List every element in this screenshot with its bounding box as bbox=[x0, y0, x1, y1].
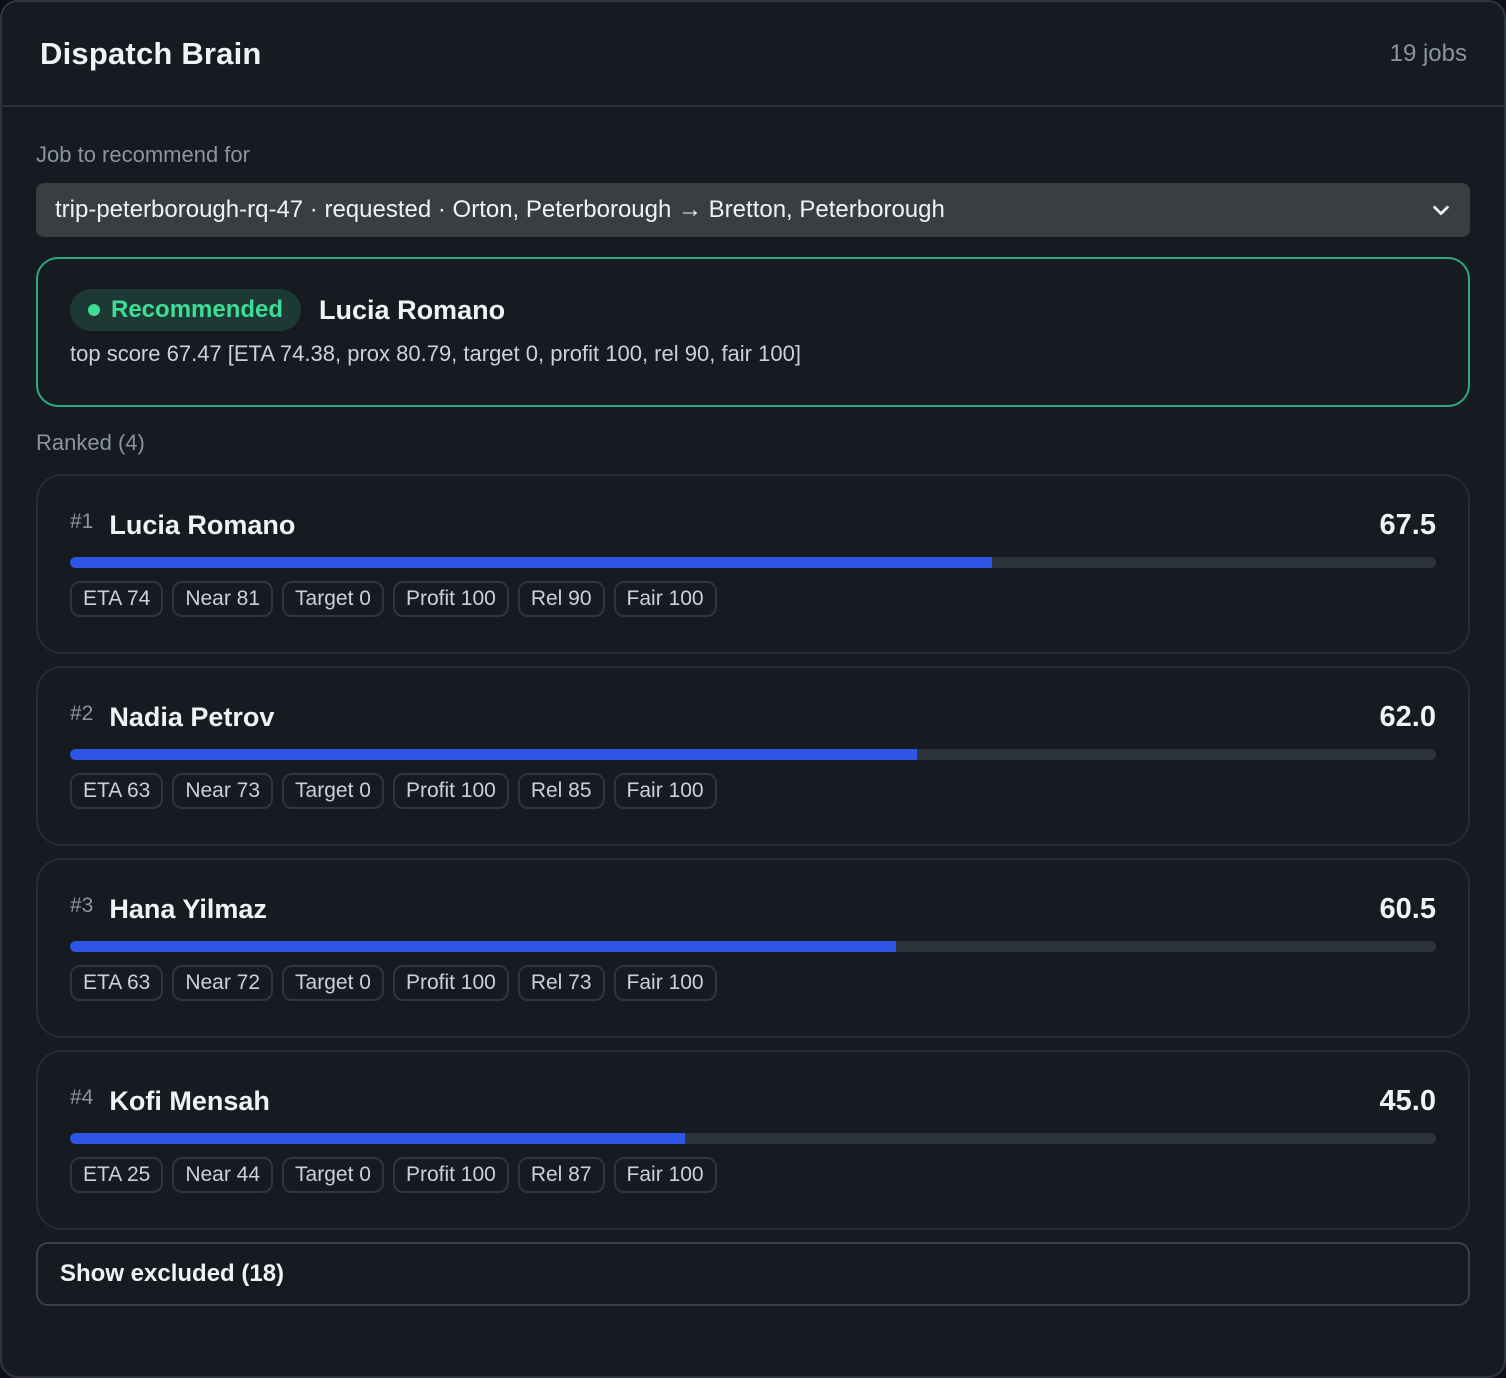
driver-name: Nadia Petrov bbox=[109, 701, 275, 732]
panel-title: Dispatch Brain bbox=[40, 35, 262, 71]
chip-target: Target 0 bbox=[282, 773, 384, 809]
recommended-badge: Recommended bbox=[70, 289, 302, 331]
driver-score: 62.0 bbox=[1379, 700, 1436, 733]
recommended-badge-label: Recommended bbox=[111, 296, 284, 323]
panel-header: Dispatch Brain 19 jobs bbox=[2, 2, 1504, 107]
rank-number: #1 bbox=[70, 510, 94, 533]
chip-eta: ETA 25 bbox=[70, 1157, 164, 1193]
job-count: 19 jobs bbox=[1389, 39, 1467, 67]
chip-near: Near 73 bbox=[172, 773, 274, 809]
chip-profit: Profit 100 bbox=[392, 965, 509, 1001]
chip-profit: Profit 100 bbox=[392, 581, 509, 617]
score-bar-fill bbox=[70, 557, 993, 568]
chip-near: Near 44 bbox=[172, 1157, 274, 1193]
score-bar bbox=[70, 1133, 1436, 1144]
chip-profit: Profit 100 bbox=[392, 1157, 509, 1193]
rank-number: #2 bbox=[70, 702, 94, 725]
score-bar-fill bbox=[70, 749, 917, 760]
chip-target: Target 0 bbox=[282, 965, 384, 1001]
score-bar-fill bbox=[70, 1133, 685, 1144]
chip-eta: ETA 63 bbox=[70, 965, 164, 1001]
driver-score: 67.5 bbox=[1379, 508, 1436, 541]
driver-name: Lucia Romano bbox=[109, 509, 296, 540]
panel-body: Job to recommend for trip-peterborough-r… bbox=[2, 141, 1504, 1306]
ranked-list: #1 Lucia Romano 67.5 ETA 74 Near 81 Targ… bbox=[36, 474, 1470, 1230]
chip-fair: Fair 100 bbox=[613, 581, 717, 617]
score-bar bbox=[70, 749, 1436, 760]
ranked-item[interactable]: #2 Nadia Petrov 62.0 ETA 63 Near 73 Targ… bbox=[36, 666, 1470, 846]
chip-fair: Fair 100 bbox=[613, 965, 717, 1001]
rank-number: #3 bbox=[70, 894, 94, 917]
ranked-item[interactable]: #3 Hana Yilmaz 60.5 ETA 63 Near 72 Targe… bbox=[36, 858, 1470, 1038]
driver-score: 45.0 bbox=[1379, 1084, 1436, 1117]
chip-near: Near 72 bbox=[172, 965, 274, 1001]
recommendation-card: Recommended Lucia Romano top score 67.47… bbox=[36, 257, 1470, 407]
chip-rel: Rel 87 bbox=[517, 1157, 605, 1193]
chip-eta: ETA 63 bbox=[70, 773, 164, 809]
ranked-item[interactable]: #1 Lucia Romano 67.5 ETA 74 Near 81 Targ… bbox=[36, 474, 1470, 654]
chip-rel: Rel 90 bbox=[517, 581, 605, 617]
chevron-down-icon bbox=[1433, 205, 1449, 216]
score-bar-fill bbox=[70, 941, 897, 952]
chip-profit: Profit 100 bbox=[392, 773, 509, 809]
score-chips: ETA 25 Near 44 Target 0 Profit 100 Rel 8… bbox=[70, 1157, 1436, 1193]
driver-name: Hana Yilmaz bbox=[109, 893, 267, 924]
score-chips: ETA 63 Near 72 Target 0 Profit 100 Rel 7… bbox=[70, 965, 1436, 1001]
chip-target: Target 0 bbox=[282, 1157, 384, 1193]
chip-near: Near 81 bbox=[172, 581, 274, 617]
chip-fair: Fair 100 bbox=[613, 1157, 717, 1193]
job-select-label: Job to recommend for bbox=[36, 142, 250, 167]
chip-rel: Rel 85 bbox=[517, 773, 605, 809]
ranked-label: Ranked (4) bbox=[36, 430, 145, 455]
show-excluded-label: Show excluded (18) bbox=[60, 1260, 285, 1287]
recommended-driver-name: Lucia Romano bbox=[319, 294, 506, 325]
score-chips: ETA 63 Near 73 Target 0 Profit 100 Rel 8… bbox=[70, 773, 1436, 809]
driver-name: Kofi Mensah bbox=[109, 1085, 270, 1116]
ranked-item[interactable]: #4 Kofi Mensah 45.0 ETA 25 Near 44 Targe… bbox=[36, 1050, 1470, 1230]
chip-rel: Rel 73 bbox=[517, 965, 605, 1001]
recommendation-detail: top score 67.47 [ETA 74.38, prox 80.79, … bbox=[70, 341, 801, 366]
driver-score: 60.5 bbox=[1379, 892, 1436, 925]
score-bar bbox=[70, 941, 1436, 952]
chip-eta: ETA 74 bbox=[70, 581, 164, 617]
score-bar bbox=[70, 557, 1436, 568]
job-select-value: trip-peterborough-rq-47 · requested · Or… bbox=[55, 196, 945, 223]
status-dot-icon bbox=[88, 304, 100, 316]
chip-target: Target 0 bbox=[282, 581, 384, 617]
chip-fair: Fair 100 bbox=[613, 773, 717, 809]
show-excluded-button[interactable]: Show excluded (18) bbox=[36, 1242, 1470, 1306]
score-chips: ETA 74 Near 81 Target 0 Profit 100 Rel 9… bbox=[70, 581, 1436, 617]
job-select[interactable]: trip-peterborough-rq-47 · requested · Or… bbox=[36, 183, 1470, 237]
rank-number: #4 bbox=[70, 1086, 94, 1109]
